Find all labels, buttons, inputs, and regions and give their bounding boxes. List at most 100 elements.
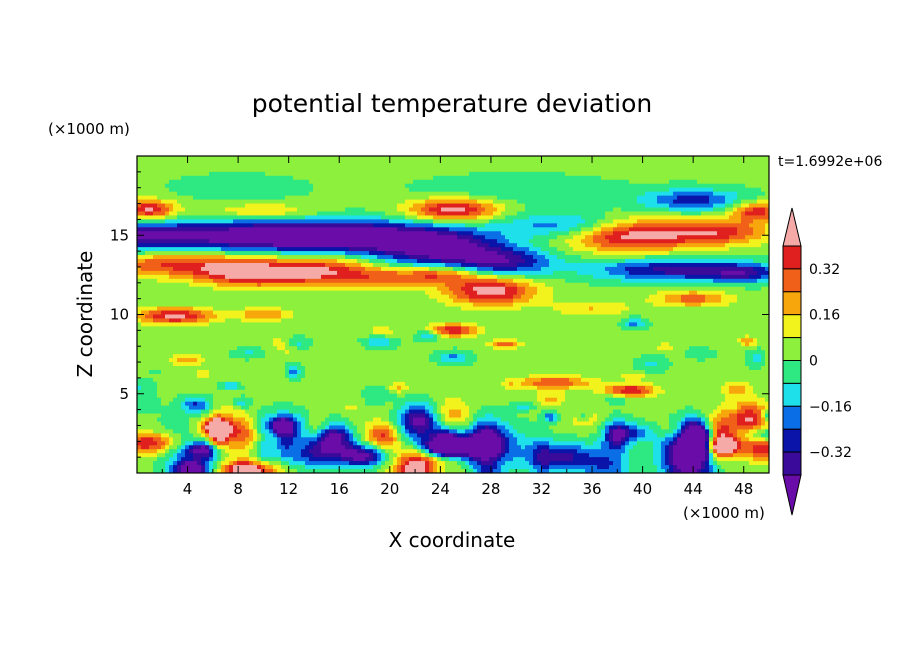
contour-cell (405, 179, 410, 185)
contour-cell (409, 211, 414, 217)
contour-cell (309, 266, 314, 272)
contour-cell (277, 159, 282, 165)
contour-cell (393, 195, 398, 201)
contour-cell (297, 156, 302, 161)
contour-cell (209, 199, 214, 205)
contour-cell (261, 239, 266, 244)
contour-cell (741, 167, 746, 173)
contour-cell (689, 203, 694, 209)
contour-cell (377, 255, 382, 260)
contour-cell (609, 156, 614, 161)
contour-cell (173, 239, 178, 244)
contour-cell (377, 203, 382, 209)
contour-cell (537, 171, 542, 177)
contour-cell (549, 259, 554, 264)
contour-cell (701, 255, 706, 260)
contour-cell (717, 167, 722, 173)
contour-cell (293, 235, 298, 240)
contour-cell (173, 243, 178, 248)
contour-cell (297, 215, 302, 220)
contour-cell (345, 255, 350, 260)
contour-cell (477, 175, 482, 181)
contour-cell (705, 215, 710, 220)
contour-cell (745, 251, 750, 256)
contour-cell (617, 195, 622, 201)
contour-cell (585, 266, 590, 272)
contour-cell (641, 274, 646, 280)
contour-cell (201, 207, 206, 213)
contour-cell (325, 278, 330, 284)
contour-cell (181, 199, 186, 205)
contour-cell (345, 211, 350, 217)
contour-cell (209, 266, 214, 272)
contour-cell (241, 207, 246, 213)
contour-cell (453, 227, 458, 232)
contour-cell (529, 259, 534, 264)
contour-cell (185, 199, 190, 205)
contour-cell (513, 211, 518, 217)
contour-cell (189, 191, 194, 197)
contour-cell (537, 191, 542, 197)
contour-cell (181, 262, 186, 268)
contour-cell (365, 211, 370, 217)
contour-cell (377, 219, 382, 224)
contour-cell (741, 227, 746, 232)
contour-cell (657, 231, 662, 236)
contour-cell (153, 219, 158, 224)
contour-cell (681, 247, 686, 252)
contour-cell (581, 223, 586, 228)
contour-cell (201, 211, 206, 217)
contour-cell (261, 207, 266, 213)
contour-cell (353, 239, 358, 244)
contour-cell (581, 187, 586, 193)
contour-cell (557, 199, 562, 205)
contour-cell (741, 199, 746, 205)
contour-cell (305, 167, 310, 173)
contour-cell (309, 227, 314, 232)
contour-cell (301, 195, 306, 201)
contour-cell (357, 274, 362, 280)
contour-cell (145, 231, 150, 236)
contour-cell (229, 175, 234, 181)
contour-cell (313, 175, 318, 181)
contour-cell (401, 211, 406, 217)
contour-cell (469, 231, 474, 236)
contour-cell (565, 171, 570, 177)
contour-cell (373, 262, 378, 268)
contour-cell (753, 243, 758, 248)
contour-cell (457, 199, 462, 205)
contour-cell (681, 179, 686, 185)
contour-cell (173, 171, 178, 177)
contour-cell (765, 211, 769, 217)
contour-cell (337, 171, 342, 177)
contour-cell (217, 239, 222, 244)
contour-cell (201, 203, 206, 209)
contour-cell (533, 187, 538, 193)
contour-cell (201, 167, 206, 173)
contour-cell (409, 239, 414, 244)
contour-cell (229, 278, 234, 284)
contour-cell (437, 243, 442, 248)
contour-cell (201, 195, 206, 201)
contour-cell (601, 251, 606, 256)
contour-cell (589, 259, 594, 264)
contour-cell (441, 159, 446, 165)
contour-cell (565, 195, 570, 201)
contour-cell (285, 183, 290, 189)
contour-cell (653, 191, 658, 197)
contour-cell (753, 219, 758, 224)
contour-cell (713, 255, 718, 260)
contour-cell (401, 156, 406, 161)
contour-cell (173, 179, 178, 185)
contour-cell (233, 243, 238, 248)
contour-cell (157, 167, 162, 173)
contour-cell (565, 187, 570, 193)
contour-cell (421, 203, 426, 209)
contour-cell (729, 255, 734, 260)
contour-cell (277, 247, 282, 252)
contour-cell (153, 179, 158, 185)
contour-cell (241, 191, 246, 197)
contour-cell (413, 227, 418, 232)
contour-cell (437, 187, 442, 193)
contour-cell (181, 231, 186, 236)
